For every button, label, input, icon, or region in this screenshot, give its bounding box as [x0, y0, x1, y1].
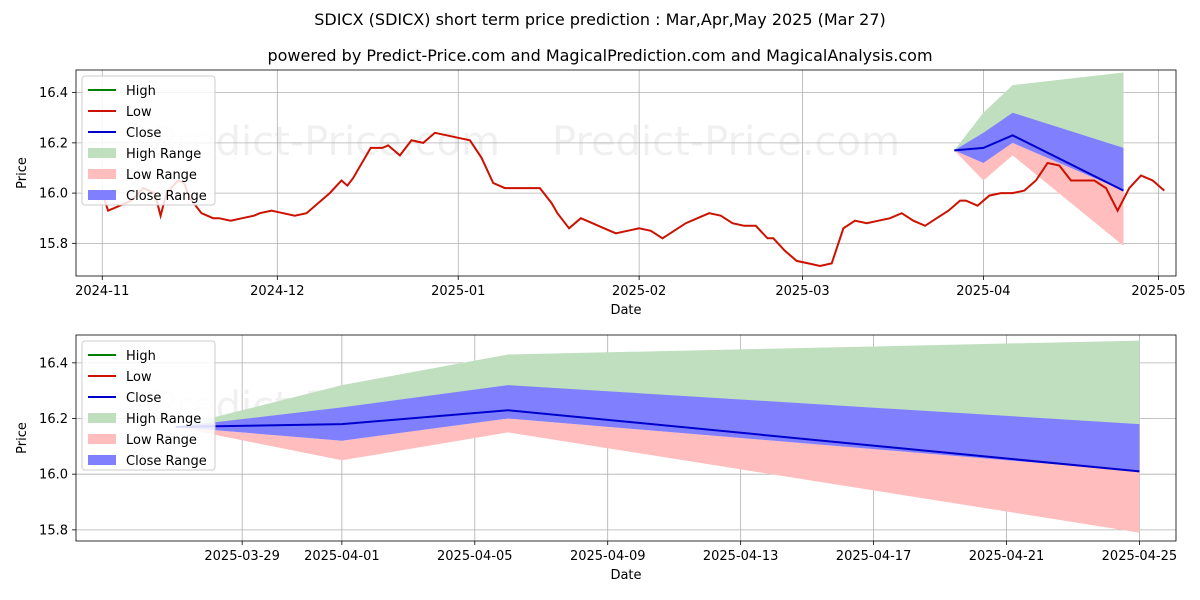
p1-y-axis-title: Price: [15, 157, 30, 189]
p1-x-tick-label: 2025-05: [1131, 284, 1185, 299]
p1-low-range-area: [954, 142, 1124, 246]
top-panel: Predict-Price.com Predict-Price.com15.816…: [15, 69, 1186, 318]
p2-y-axis-title: Price: [15, 422, 30, 454]
p1-y-tick-label: 16.4: [39, 86, 68, 101]
p2-y-tick-label: 16.4: [39, 356, 68, 371]
p1-low-price-line: [101, 131, 1165, 268]
p1-legend-swatch: [88, 169, 116, 179]
p1-close-forecast-line: [954, 134, 1124, 192]
p1-legend-swatch: [88, 190, 116, 200]
p2-legend-label: High: [126, 349, 156, 364]
p2-legend-label: Close Range: [126, 454, 207, 469]
p1-x-tick-label: 2025-01: [431, 284, 485, 299]
p1-legend-label: High Range: [126, 147, 201, 162]
p2-legend-label: High Range: [126, 412, 201, 427]
p1-x-tick-label: 2025-02: [612, 284, 666, 299]
chart-title: SDICX (SDICX) short term price predictio…: [314, 10, 886, 29]
p1-legend-label: High: [126, 84, 156, 99]
p2-x-axis-title: Date: [610, 568, 641, 583]
p2-y-tick-label: 15.8: [39, 523, 68, 538]
p2-x-tick-label: 2025-03-29: [204, 549, 280, 564]
p1-x-tick-label: 2025-03: [775, 284, 829, 299]
p2-x-tick-label: 2025-04-01: [304, 549, 380, 564]
p2-legend-swatch: [88, 455, 116, 465]
p1-watermark: Predict-Price.com: [552, 119, 900, 165]
p2-x-tick-label: 2025-04-21: [969, 549, 1045, 564]
p2-x-tick-label: 2025-04-13: [703, 549, 779, 564]
p1-legend-label: Low Range: [126, 168, 197, 183]
p2-legend-label: Close: [126, 391, 161, 406]
p1-x-tick-label: 2024-12: [250, 284, 304, 299]
p1-close-range-area: [954, 112, 1124, 191]
p2-close-range-area: [175, 385, 1140, 472]
p2-legend-label: Low: [126, 370, 152, 385]
p1-legend: High Low Close High Range Low Range Close Ran…: [81, 75, 216, 206]
p2-x-tick-label: 2025-04-05: [437, 549, 513, 564]
p2-frame: [75, 334, 1177, 542]
p2-x-tick-label: 2025-04-17: [836, 549, 912, 564]
p1-frame: [75, 69, 1177, 277]
p1-legend-label: Close Range: [126, 189, 207, 204]
p2-close-forecast-line: [175, 409, 1140, 473]
p1-legend-label: Close: [126, 126, 161, 141]
p2-x-tick-label: 2025-04-25: [1102, 549, 1178, 564]
p1-x-axis-title: Date: [610, 303, 641, 318]
p2-legend: High Low Close High Range Low Range Close Ran…: [81, 340, 216, 471]
p2-legend-label: Low Range: [126, 433, 197, 448]
p2-legend-swatch: [88, 413, 116, 423]
p2-y-tick-label: 16.0: [39, 468, 68, 483]
p2-y-tick-label: 16.2: [39, 412, 68, 427]
chart-subtitle: powered by Predict-Price.com and Magical…: [267, 46, 933, 65]
p1-legend-label: Low: [126, 105, 152, 120]
p2-legend-swatch: [88, 434, 116, 444]
p1-y-tick-label: 15.8: [39, 237, 68, 252]
p1-y-tick-label: 16.2: [39, 136, 68, 151]
p2-low-range-area: [175, 418, 1140, 533]
p1-legend-swatch: [88, 148, 116, 158]
p2-x-tick-label: 2025-04-09: [570, 549, 646, 564]
p1-x-tick-label: 2025-04: [956, 284, 1010, 299]
p1-x-tick-label: 2024-11: [75, 284, 129, 299]
p1-y-tick-label: 16.0: [39, 187, 68, 202]
bottom-panel: Predict-Price.comPredict-Price.com15.816…: [15, 334, 1178, 583]
